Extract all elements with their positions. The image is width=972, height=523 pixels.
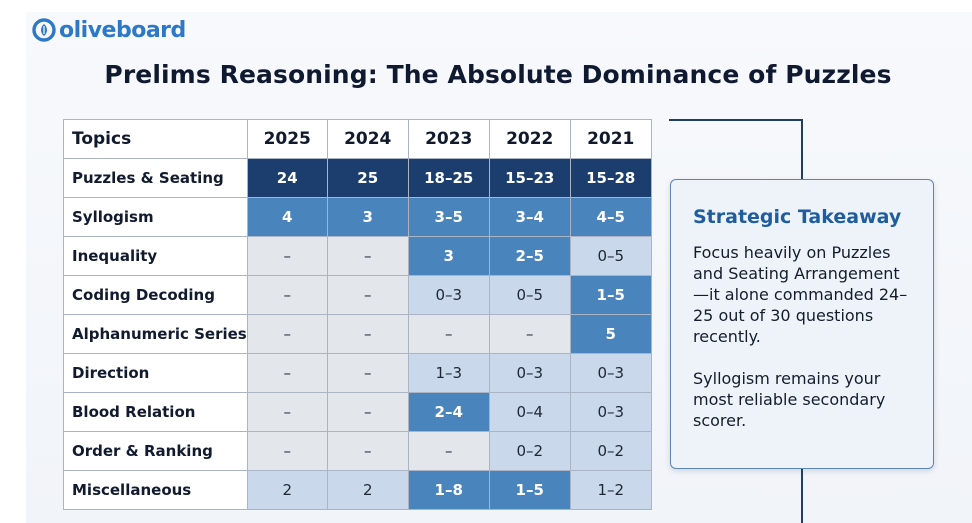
table-row: Inequality – –3 2–5 0–5 <box>63 236 652 276</box>
column-header-year: 2021 <box>569 119 652 159</box>
table-row: Puzzles & Seating 24 25 18–25 15–23 15–28 <box>63 158 652 198</box>
table-cell: – <box>246 431 328 471</box>
strategic-takeaway-panel: Strategic Takeaway Focus heavily on Puzz… <box>670 179 934 469</box>
table-cell: – <box>246 314 328 354</box>
table-cell: – <box>326 275 409 315</box>
table-cell: 3–5 <box>407 197 490 237</box>
table-cell: 15–28 <box>569 158 652 198</box>
table-cell: 2–4 <box>407 392 490 432</box>
table-cell: 1–2 <box>569 470 652 510</box>
table-cell: 0–5 <box>488 275 571 315</box>
oliveboard-logo-icon <box>32 18 56 42</box>
row-topic-label: Coding Decoding <box>63 275 248 315</box>
table-cell: 0–2 <box>569 431 652 471</box>
table-cell: – <box>488 314 571 354</box>
takeaway-paragraph-2: Syllogism remains your most reliable sec… <box>693 369 886 430</box>
table-cell: 4 <box>246 197 328 237</box>
column-header-year: 2022 <box>488 119 571 159</box>
table-cell: 0–3 <box>569 353 652 393</box>
table-cell: – <box>407 314 490 354</box>
table-row: Order & Ranking – – –0–2 0–2 <box>63 431 652 471</box>
column-header-topics: Topics <box>63 119 248 159</box>
table-row: Miscellaneous 2 2 1–8 1–5 1–2 <box>63 470 652 510</box>
column-header-year: 2024 <box>326 119 409 159</box>
table-cell: 1–8 <box>407 470 490 510</box>
table-cell: 0–4 <box>488 392 571 432</box>
page-title: Prelims Reasoning: The Absolute Dominanc… <box>104 60 892 89</box>
table-cell: 0–2 <box>488 431 571 471</box>
table-cell: 0–3 <box>488 353 571 393</box>
table-header-row: Topics 2025 2024 2023 2022 2021 <box>63 119 652 159</box>
table-cell: – <box>326 392 409 432</box>
brand-name: oliveboard <box>59 17 186 43</box>
table-cell: 5 <box>569 314 652 354</box>
row-topic-label: Direction <box>63 353 248 393</box>
row-topic-label: Alphanumeric Series <box>63 314 248 354</box>
table-row: Blood Relation – –2–4 0–4 0–3 <box>63 392 652 432</box>
table-cell: 24 <box>246 158 328 198</box>
topic-year-table: Topics 2025 2024 2023 2022 2021 Puzzles & Sea… <box>63 119 652 510</box>
table-cell: 0–3 <box>569 392 652 432</box>
table-cell: – <box>326 236 409 276</box>
table-cell: 3 <box>407 236 490 276</box>
table-row: Coding Decoding – –0–3 0–5 1–5 <box>63 275 652 315</box>
table-cell: – <box>246 392 328 432</box>
table-cell: – <box>246 353 328 393</box>
table-cell: 3–4 <box>488 197 571 237</box>
table-cell: 1–3 <box>407 353 490 393</box>
table-cell: 2–5 <box>488 236 571 276</box>
table-cell: – <box>326 353 409 393</box>
row-topic-label: Miscellaneous <box>63 470 248 510</box>
connector-line-upper <box>801 119 803 180</box>
table-cell: 1–5 <box>488 470 571 510</box>
table-cell: 0–3 <box>407 275 490 315</box>
table-cell: 2 <box>246 470 328 510</box>
row-topic-label: Syllogism <box>63 197 248 237</box>
connector-line-lower <box>801 469 803 523</box>
table-cell: 0–5 <box>569 236 652 276</box>
table-row: Syllogism 4 3 3–5 3–4 4–5 <box>63 197 652 237</box>
table-cell: – <box>326 431 409 471</box>
row-topic-label: Order & Ranking <box>63 431 248 471</box>
takeaway-title: Strategic Takeaway <box>693 206 902 228</box>
brand-logo: oliveboard <box>32 14 186 46</box>
column-header-year: 2025 <box>246 119 328 159</box>
connector-line-top <box>669 119 802 121</box>
table-cell: – <box>246 236 328 276</box>
table-cell: 3 <box>326 197 409 237</box>
row-topic-label: Inequality <box>63 236 248 276</box>
table-cell: 25 <box>326 158 409 198</box>
table-cell: 2 <box>326 470 409 510</box>
table-cell: 1–5 <box>569 275 652 315</box>
table-row: Direction – –1–3 0–3 0–3 <box>63 353 652 393</box>
row-topic-label: Puzzles & Seating <box>63 158 248 198</box>
table-cell: – <box>246 275 328 315</box>
table-body: Puzzles & Seating 24 25 18–25 15–23 15–28 Syll… <box>63 158 652 510</box>
table-cell: – <box>326 314 409 354</box>
table-cell: – <box>407 431 490 471</box>
table-row: Alphanumeric Series – – – –5 <box>63 314 652 354</box>
table-cell: 18–25 <box>407 158 490 198</box>
column-header-year: 2023 <box>407 119 490 159</box>
row-topic-label: Blood Relation <box>63 392 248 432</box>
table-cell: 4–5 <box>569 197 652 237</box>
table-cell: 15–23 <box>488 158 571 198</box>
takeaway-paragraph-1: Focus heavily on Puzzles and Seating Arr… <box>693 243 908 346</box>
